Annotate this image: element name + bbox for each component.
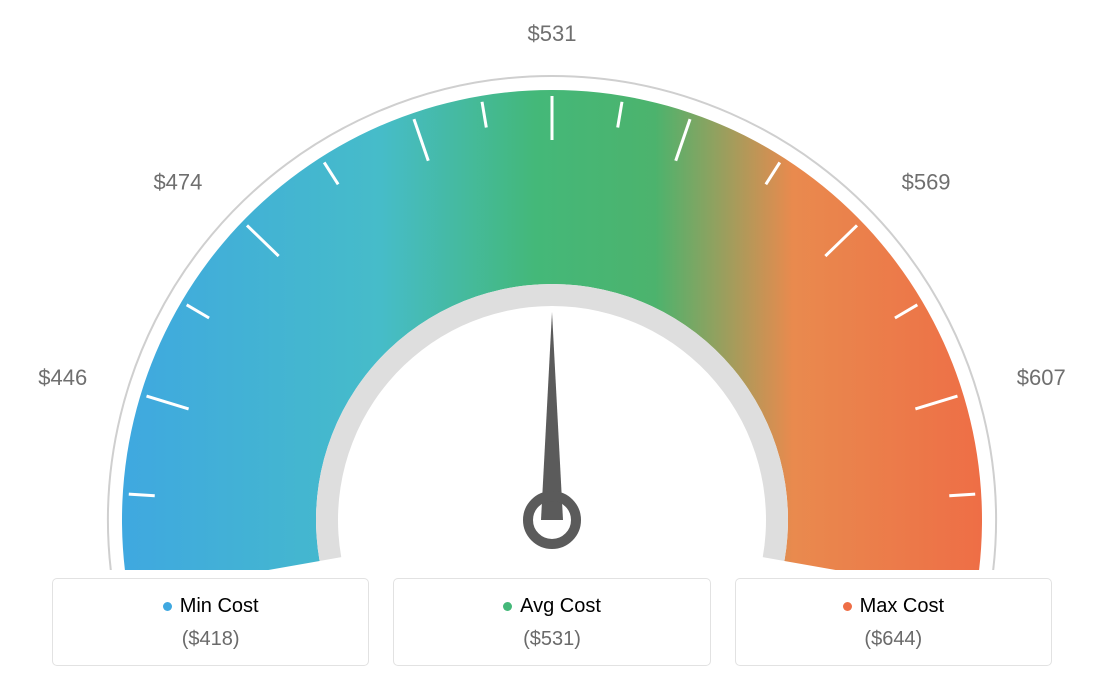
legend-row: Min Cost ($418) Avg Cost ($531) Max Cost…	[0, 578, 1104, 666]
legend-card-max: Max Cost ($644)	[735, 578, 1052, 666]
dot-avg-icon	[503, 602, 512, 611]
gauge-svg: $418$446$474$531$569$607$644	[0, 0, 1104, 570]
legend-title-min: Min Cost	[163, 595, 259, 618]
gauge-tick-label: $531	[528, 21, 577, 46]
legend-value-avg: ($531)	[394, 628, 709, 651]
gauge-tick-label: $474	[153, 169, 202, 194]
legend-card-avg: Avg Cost ($531)	[393, 578, 710, 666]
gauge-chart: $418$446$474$531$569$607$644	[0, 0, 1104, 570]
gauge-tick-label: $569	[902, 169, 951, 194]
gauge-tick-label: $446	[38, 365, 87, 390]
legend-title-max: Max Cost	[843, 595, 944, 618]
dot-max-icon	[843, 602, 852, 611]
legend-title-avg: Avg Cost	[503, 595, 601, 618]
legend-value-max: ($644)	[736, 628, 1051, 651]
legend-value-min: ($418)	[53, 628, 368, 651]
legend-card-min: Min Cost ($418)	[52, 578, 369, 666]
gauge-tick-label: $607	[1017, 365, 1066, 390]
legend-label-min: Min Cost	[180, 595, 259, 618]
dot-min-icon	[163, 602, 172, 611]
legend-label-avg: Avg Cost	[520, 595, 601, 618]
legend-label-max: Max Cost	[860, 595, 944, 618]
